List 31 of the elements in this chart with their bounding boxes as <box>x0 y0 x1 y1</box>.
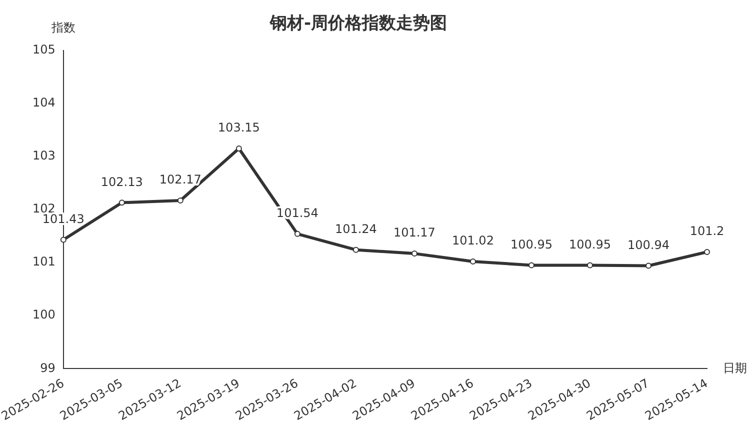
point <box>236 146 242 152</box>
data-label: 100.95 <box>510 237 552 252</box>
point <box>411 250 418 257</box>
point <box>586 262 593 268</box>
data-label: 103.15 <box>218 120 260 135</box>
point <box>528 262 534 268</box>
point <box>352 246 359 253</box>
point <box>704 248 710 255</box>
data-label: 101.17 <box>393 226 436 240</box>
y-tick-label: 105 <box>32 42 56 57</box>
y-tick-label: 99 <box>40 360 56 375</box>
y-tick-label: 104 <box>32 96 56 110</box>
point <box>470 258 476 265</box>
point <box>177 198 184 204</box>
point <box>118 200 125 206</box>
point <box>645 262 652 269</box>
y-axis-title: 指数 <box>50 20 76 35</box>
data-label: 102.17 <box>159 172 202 187</box>
data-label: 102.13 <box>100 174 143 189</box>
data-label: 100.94 <box>627 238 670 252</box>
data-label: 100.95 <box>568 237 611 252</box>
chart-title: 钢材-周价格指数走势图 <box>268 14 448 34</box>
y-tick-label: 100 <box>32 308 56 322</box>
y-tick-label: 103 <box>32 148 56 163</box>
y-tick-label: 101 <box>32 254 56 269</box>
data-label: 101.24 <box>334 222 377 236</box>
x-axis-title: 日期 <box>723 360 747 375</box>
point <box>294 230 300 237</box>
point <box>60 236 66 243</box>
data-label: 101.02 <box>452 234 494 248</box>
data-label: 101.2 <box>690 224 724 238</box>
